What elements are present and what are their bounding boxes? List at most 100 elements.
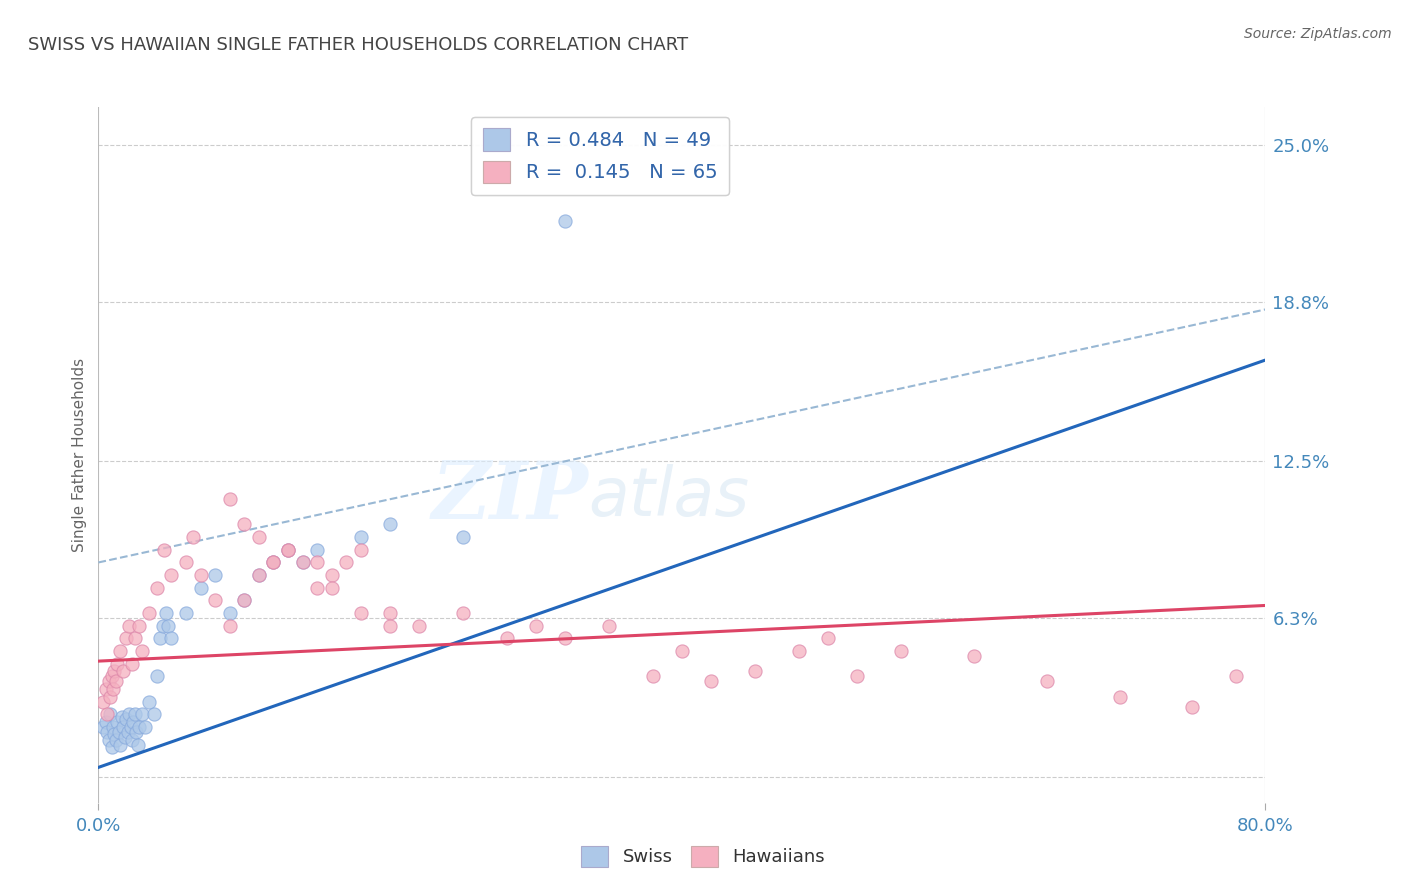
Point (378, 517, 402, 532)
Point (554, 214, 576, 228)
Point (96, 707, 118, 722)
Point (138, 606, 160, 620)
Point (131, 644, 153, 658)
Point (134, 720, 156, 734)
Point (321, 581, 343, 595)
Point (100, 669, 122, 683)
Point (378, 618, 402, 632)
Point (495, 632, 517, 646)
Point (291, 556, 314, 570)
Point (91, 695, 114, 709)
Point (262, 556, 284, 570)
Point (101, 720, 124, 734)
Point (160, 568, 183, 582)
Point (110, 738, 132, 752)
Point (1225, 669, 1247, 683)
Point (91, 720, 114, 734)
Point (1108, 690, 1130, 704)
Point (128, 720, 150, 734)
Point (174, 556, 197, 570)
Point (105, 657, 128, 671)
Point (125, 725, 148, 739)
Point (115, 712, 138, 726)
Legend: R = 0.484   N = 49, R =  0.145   N = 65: R = 0.484 N = 49, R = 0.145 N = 65 (471, 117, 730, 194)
Text: ZIP: ZIP (432, 458, 589, 535)
Point (247, 568, 270, 582)
Point (233, 593, 256, 607)
Text: Source: ZipAtlas.com: Source: ZipAtlas.com (1244, 27, 1392, 41)
Point (128, 618, 150, 632)
Point (845, 669, 868, 683)
Point (204, 568, 226, 582)
Point (350, 542, 373, 557)
Point (110, 644, 132, 658)
Point (103, 727, 125, 741)
Point (218, 618, 240, 632)
Point (155, 606, 177, 620)
Point (138, 695, 160, 709)
Point (451, 606, 474, 620)
Point (204, 593, 226, 607)
Point (350, 530, 373, 544)
Point (190, 581, 212, 595)
Point (174, 606, 197, 620)
Point (671, 644, 693, 658)
Point (98, 707, 121, 722)
Point (554, 632, 576, 646)
Point (218, 492, 240, 507)
Point (524, 618, 547, 632)
Point (321, 568, 343, 582)
Point (307, 542, 329, 557)
Point (114, 730, 136, 744)
Point (262, 556, 284, 570)
Point (120, 720, 142, 734)
Point (160, 632, 183, 646)
Point (350, 606, 373, 620)
Point (146, 581, 169, 595)
Point (94, 714, 117, 729)
Point (108, 725, 131, 739)
Legend: Swiss, Hawaiians: Swiss, Hawaiians (574, 838, 832, 874)
Y-axis label: Single Father Households: Single Father Households (72, 358, 87, 552)
Point (127, 738, 149, 752)
Point (121, 657, 143, 671)
Point (817, 632, 839, 646)
Point (378, 606, 402, 620)
Point (408, 618, 430, 632)
Point (104, 732, 127, 747)
Point (1181, 699, 1204, 714)
Point (277, 542, 299, 557)
Point (103, 665, 125, 679)
Point (233, 517, 256, 532)
Point (105, 714, 128, 729)
Point (1035, 674, 1057, 689)
Point (247, 530, 270, 544)
Point (94, 681, 117, 696)
Point (218, 606, 240, 620)
Point (451, 530, 474, 544)
Point (181, 530, 204, 544)
Point (104, 674, 127, 689)
Point (700, 674, 723, 689)
Point (962, 648, 984, 663)
Point (277, 542, 299, 557)
Point (96, 725, 118, 739)
Point (124, 632, 146, 646)
Point (641, 669, 664, 683)
Point (122, 714, 145, 729)
Point (153, 542, 176, 557)
Point (787, 644, 810, 658)
Point (291, 556, 314, 570)
Point (262, 556, 284, 570)
Point (247, 568, 270, 582)
Text: atlas: atlas (589, 464, 749, 530)
Point (118, 618, 141, 632)
Point (98, 690, 121, 704)
Point (118, 707, 141, 722)
Point (307, 581, 329, 595)
Point (157, 618, 180, 632)
Point (307, 556, 329, 570)
Point (131, 707, 153, 722)
Point (97, 674, 120, 689)
Point (149, 632, 172, 646)
